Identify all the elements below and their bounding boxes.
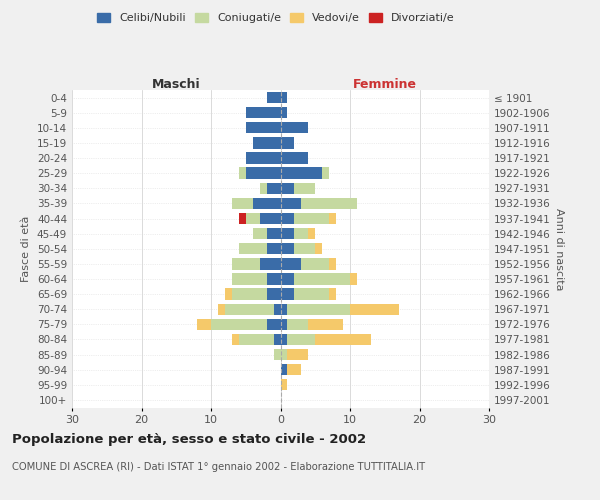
Bar: [315, 243, 322, 254]
Bar: [232, 334, 239, 345]
Bar: [281, 379, 287, 390]
Bar: [253, 137, 281, 148]
Bar: [281, 243, 295, 254]
Bar: [281, 92, 287, 103]
Bar: [225, 288, 232, 300]
Bar: [239, 243, 266, 254]
Bar: [246, 107, 281, 118]
Bar: [197, 318, 211, 330]
Bar: [281, 213, 295, 224]
Text: Femmine: Femmine: [353, 78, 417, 91]
Bar: [239, 334, 274, 345]
Bar: [266, 318, 281, 330]
Bar: [274, 304, 281, 315]
Bar: [266, 274, 281, 284]
Bar: [246, 152, 281, 164]
Bar: [232, 274, 266, 284]
Bar: [287, 334, 315, 345]
Bar: [281, 137, 295, 148]
Bar: [239, 213, 246, 224]
Bar: [274, 334, 281, 345]
Bar: [281, 122, 308, 134]
Bar: [266, 243, 281, 254]
Bar: [308, 228, 315, 239]
Bar: [301, 198, 357, 209]
Bar: [350, 274, 357, 284]
Bar: [225, 304, 274, 315]
Bar: [260, 213, 281, 224]
Bar: [281, 274, 295, 284]
Text: Maschi: Maschi: [152, 78, 200, 91]
Bar: [281, 364, 287, 376]
Bar: [246, 122, 281, 134]
Bar: [281, 334, 287, 345]
Bar: [253, 198, 281, 209]
Bar: [329, 213, 336, 224]
Bar: [295, 288, 329, 300]
Bar: [246, 213, 260, 224]
Bar: [266, 92, 281, 103]
Y-axis label: Anni di nascita: Anni di nascita: [554, 208, 565, 290]
Bar: [281, 304, 287, 315]
Bar: [350, 304, 398, 315]
Bar: [246, 168, 281, 179]
Bar: [281, 152, 308, 164]
Bar: [281, 168, 322, 179]
Bar: [266, 288, 281, 300]
Bar: [295, 228, 308, 239]
Bar: [295, 213, 329, 224]
Bar: [274, 349, 281, 360]
Bar: [266, 182, 281, 194]
Bar: [281, 288, 295, 300]
Bar: [211, 318, 266, 330]
Bar: [232, 258, 260, 270]
Bar: [239, 168, 246, 179]
Bar: [232, 198, 253, 209]
Bar: [295, 274, 350, 284]
Bar: [260, 182, 266, 194]
Bar: [281, 182, 295, 194]
Bar: [260, 258, 281, 270]
Bar: [295, 182, 315, 194]
Bar: [287, 318, 308, 330]
Bar: [281, 228, 295, 239]
Bar: [322, 168, 329, 179]
Legend: Celibi/Nubili, Coniugati/e, Vedovi/e, Divorziati/e: Celibi/Nubili, Coniugati/e, Vedovi/e, Di…: [93, 8, 459, 28]
Bar: [253, 228, 266, 239]
Bar: [287, 304, 350, 315]
Bar: [308, 318, 343, 330]
Y-axis label: Fasce di età: Fasce di età: [22, 216, 31, 282]
Bar: [329, 258, 336, 270]
Bar: [281, 107, 287, 118]
Text: COMUNE DI ASCREA (RI) - Dati ISTAT 1° gennaio 2002 - Elaborazione TUTTITALIA.IT: COMUNE DI ASCREA (RI) - Dati ISTAT 1° ge…: [12, 462, 425, 472]
Bar: [329, 288, 336, 300]
Bar: [281, 349, 287, 360]
Bar: [295, 243, 315, 254]
Bar: [287, 349, 308, 360]
Bar: [287, 364, 301, 376]
Bar: [281, 258, 301, 270]
Text: Popolazione per età, sesso e stato civile - 2002: Popolazione per età, sesso e stato civil…: [12, 432, 366, 446]
Bar: [301, 258, 329, 270]
Bar: [281, 318, 287, 330]
Bar: [218, 304, 225, 315]
Bar: [281, 198, 301, 209]
Bar: [315, 334, 371, 345]
Bar: [232, 288, 266, 300]
Bar: [266, 228, 281, 239]
